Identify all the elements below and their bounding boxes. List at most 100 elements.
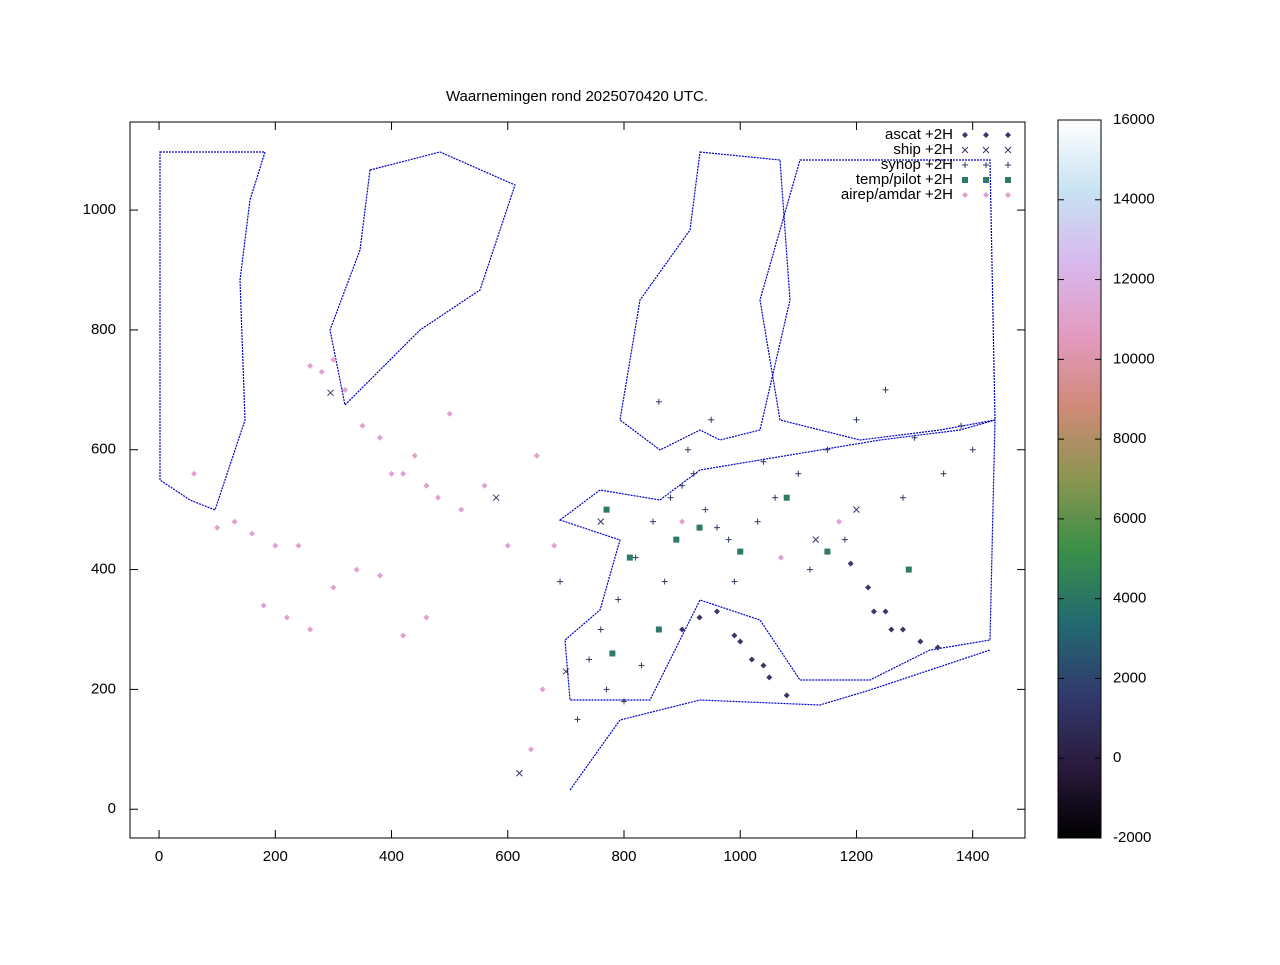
- point-shape: [777, 554, 784, 561]
- point: [359, 422, 366, 429]
- point: [737, 638, 744, 645]
- point-shape: [481, 482, 488, 489]
- point: [982, 146, 990, 154]
- point: [400, 632, 407, 639]
- point-shape: [609, 650, 616, 657]
- point-shape: [330, 584, 337, 591]
- point: [812, 536, 820, 543]
- point: [597, 518, 605, 525]
- point-shape: [307, 626, 314, 633]
- point: [626, 554, 633, 561]
- point: [423, 614, 430, 621]
- point-shape: [446, 410, 453, 417]
- point-shape: [1005, 192, 1011, 198]
- point-shape: [836, 518, 843, 525]
- x-tick-label: 200: [263, 848, 288, 865]
- point: [353, 566, 360, 573]
- point: [841, 536, 848, 543]
- point-shape: [504, 542, 511, 549]
- point: [533, 452, 540, 459]
- colorbar-tick-label: 2000: [1113, 669, 1146, 686]
- point: [702, 506, 709, 513]
- point: [400, 470, 407, 477]
- point: [330, 584, 337, 591]
- point: [620, 698, 627, 705]
- point-shape: [411, 452, 418, 459]
- point-shape: [562, 668, 570, 675]
- point: [962, 192, 968, 198]
- point: [905, 566, 912, 573]
- point-shape: [1005, 132, 1011, 138]
- point-shape: [435, 494, 442, 501]
- point: [969, 446, 976, 453]
- point: [934, 644, 941, 651]
- point-shape: [342, 386, 349, 393]
- point: [295, 542, 302, 549]
- point-shape: [307, 362, 314, 369]
- point-shape: [737, 638, 744, 645]
- point: [824, 548, 831, 555]
- point: [899, 626, 906, 633]
- point: [342, 386, 349, 393]
- point-shape: [882, 608, 889, 615]
- point-shape: [249, 530, 256, 537]
- point: [737, 548, 744, 555]
- point: [853, 416, 860, 423]
- point: [783, 692, 790, 699]
- point: [983, 177, 989, 183]
- point: [603, 686, 610, 693]
- point: [388, 470, 395, 477]
- point: [940, 470, 947, 477]
- point: [1005, 162, 1011, 168]
- point-shape: [983, 177, 989, 183]
- point: [748, 656, 755, 663]
- point: [888, 626, 895, 633]
- point: [307, 362, 314, 369]
- point: [679, 518, 686, 525]
- point: [423, 482, 430, 489]
- point: [655, 398, 662, 405]
- legend-label: ship +2H: [893, 141, 953, 158]
- point-shape: [962, 192, 968, 198]
- point-shape: [870, 608, 877, 615]
- point-shape: [603, 506, 610, 513]
- point-shape: [318, 368, 325, 375]
- point: [557, 578, 564, 585]
- point: [795, 470, 802, 477]
- point: [708, 416, 715, 423]
- y-tick-label: 1000: [83, 201, 116, 218]
- point-shape: [982, 146, 990, 154]
- point: [551, 542, 558, 549]
- colorbar-tick-label: 14000: [1113, 191, 1155, 208]
- point-shape: [679, 518, 686, 525]
- point: [962, 162, 968, 168]
- point: [760, 662, 767, 669]
- point: [777, 554, 784, 561]
- point: [615, 596, 622, 603]
- point-shape: [330, 356, 337, 363]
- point: [435, 494, 442, 501]
- point: [190, 470, 197, 477]
- point-shape: [283, 614, 290, 621]
- x-tick-label: 400: [379, 848, 404, 865]
- point: [318, 368, 325, 375]
- point: [962, 177, 968, 183]
- point: [376, 434, 383, 441]
- point: [632, 554, 639, 561]
- point-shape: [917, 638, 924, 645]
- x-tick-label: 1400: [956, 848, 989, 865]
- colorbar-tick-label: 8000: [1113, 430, 1146, 447]
- point: [806, 566, 813, 573]
- point: [760, 458, 767, 465]
- point-shape: [731, 632, 738, 639]
- point: [667, 494, 674, 501]
- point: [597, 626, 604, 633]
- point-shape: [783, 494, 790, 501]
- y-tick-label: 400: [91, 561, 116, 578]
- x-tick-label: 600: [495, 848, 520, 865]
- point: [882, 386, 889, 393]
- point-shape: [847, 560, 854, 567]
- chart-title: Waarnemingen rond 2025070420 UTC.: [446, 88, 708, 105]
- point: [481, 482, 488, 489]
